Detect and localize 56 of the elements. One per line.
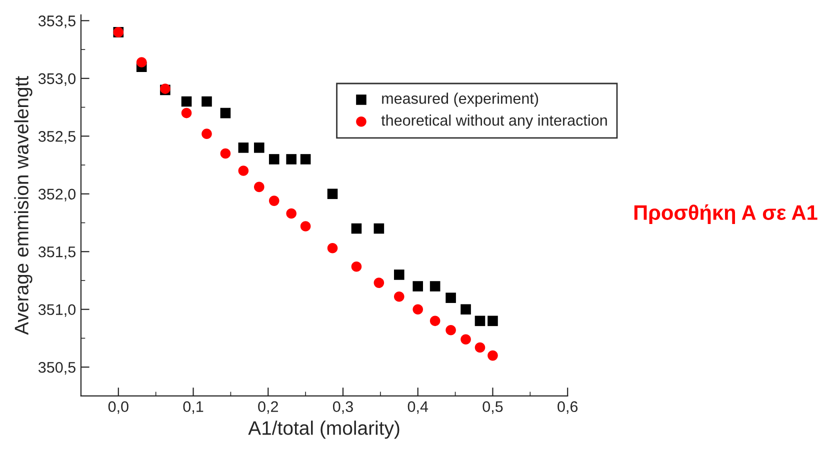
point — [202, 96, 212, 107]
point — [351, 261, 362, 272]
y-tick-label: 351,5 — [38, 246, 76, 260]
point — [268, 154, 280, 164]
point — [488, 350, 498, 361]
point — [474, 316, 486, 326]
point — [327, 188, 338, 200]
point — [286, 154, 296, 164]
point — [446, 325, 456, 336]
text: Προσθήκη Α σε Α1 — [634, 204, 818, 224]
point — [430, 281, 440, 292]
point — [254, 182, 264, 192]
x-tick-label: 0,5 — [482, 401, 503, 414]
x-tick-label: 0,4 — [408, 401, 428, 414]
point — [300, 221, 311, 232]
point — [300, 154, 311, 164]
point — [181, 96, 192, 107]
point — [254, 142, 264, 153]
point — [238, 166, 249, 176]
y-tick-label: 352,5 — [38, 131, 76, 144]
legend-label: theoretical without any interaction — [381, 114, 607, 129]
point — [374, 278, 384, 288]
point — [394, 270, 404, 280]
y-tick-label: 350,5 — [38, 362, 76, 375]
point — [394, 292, 404, 302]
x-tick-label: 0,3 — [332, 401, 353, 414]
legend-label: measured (experiment) — [382, 92, 538, 107]
y-tick-label: 353,5 — [38, 16, 76, 28]
point — [220, 148, 231, 159]
point — [268, 196, 280, 206]
x-tick-label: 0,0 — [108, 401, 128, 414]
y-axis-title: Average emmision wavelengtt — [14, 76, 32, 335]
point — [460, 334, 471, 345]
point — [181, 108, 192, 118]
x-tick-label: 0,6 — [558, 401, 578, 414]
x-tick-label: 0,1 — [183, 401, 204, 414]
point — [430, 316, 440, 326]
point — [220, 108, 231, 118]
point — [374, 223, 384, 234]
point — [327, 243, 338, 254]
point — [351, 223, 362, 234]
point — [412, 304, 424, 315]
x-axis-title: A1/total (molarity) — [248, 420, 400, 439]
y-tick-label: 352,0 — [38, 188, 76, 202]
point — [446, 292, 456, 303]
point — [238, 142, 249, 153]
x-tick-label: 0,2 — [258, 401, 278, 414]
point — [460, 304, 471, 315]
point — [412, 281, 424, 292]
point — [202, 128, 212, 139]
point — [474, 342, 486, 353]
point — [286, 208, 296, 219]
point — [136, 57, 147, 68]
y-tick-label: 351,0 — [38, 304, 76, 317]
point — [488, 316, 498, 326]
y-tick-label: 353,0 — [38, 73, 76, 86]
